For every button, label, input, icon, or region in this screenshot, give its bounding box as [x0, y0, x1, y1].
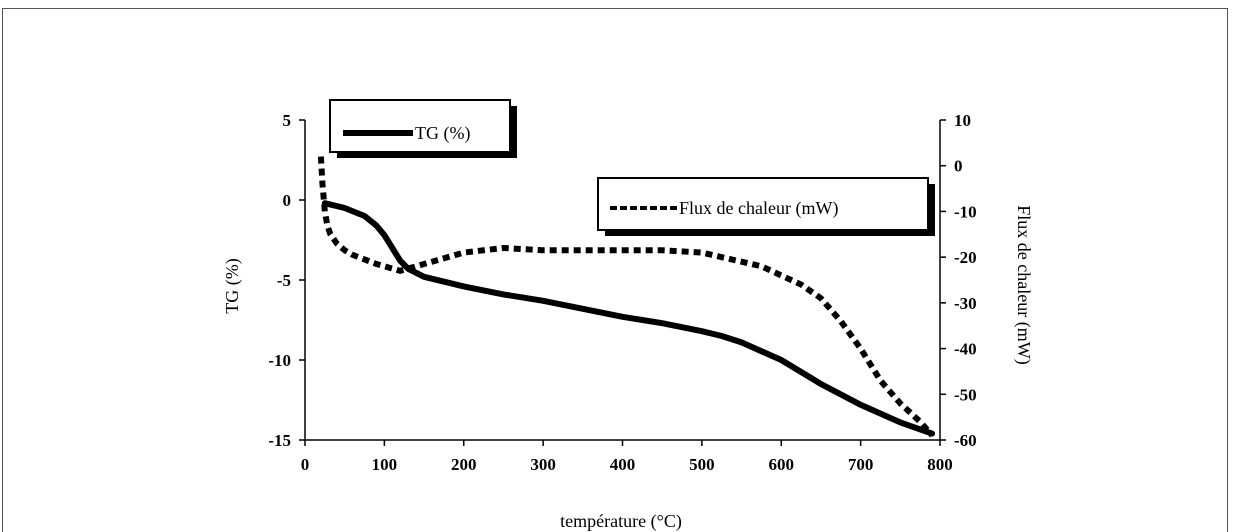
legend-flux: Flux de chaleur (mW) [597, 177, 935, 236]
legend-tg-box [329, 99, 511, 153]
x-axis-title: température (°C) [560, 511, 682, 532]
y-left-tick-label-4: -15 [268, 431, 291, 450]
y-left-tick-label-0: 5 [283, 111, 292, 130]
chart-frame [2, 8, 1228, 532]
y-right-tick-label-1: 0 [954, 157, 963, 176]
y-left-tick-label-2: -5 [277, 271, 291, 290]
y-left-tick-label-3: -10 [268, 351, 291, 370]
series-line-flux [317, 156, 935, 438]
x-tick-label-8: 800 [927, 455, 953, 474]
y-left-axis-title: TG (%) [222, 258, 243, 313]
y-right-tick-label-2: -10 [954, 202, 977, 221]
x-tick-label-0: 0 [301, 455, 310, 474]
y-left-tick-label-1: 0 [283, 191, 292, 210]
x-tick-label-4: 400 [610, 455, 636, 474]
x-tick-label-3: 300 [530, 455, 556, 474]
legend-tg-label: TG (%) [415, 123, 470, 144]
x-tick-label-1: 100 [372, 455, 398, 474]
y-right-tick-label-6: -50 [954, 385, 977, 404]
x-tick-label-6: 600 [769, 455, 795, 474]
series-line-tg [321, 200, 936, 437]
y-right-axis-title: Flux de chaleur (mW) [1013, 205, 1034, 364]
series-layer [317, 156, 936, 438]
legend-tg: TG (%) [329, 99, 517, 158]
y-right-tick-label-0: 10 [954, 111, 971, 130]
y-right-tick-label-5: -40 [954, 340, 977, 359]
x-tick-label-5: 500 [689, 455, 715, 474]
y-right-tick-label-4: -30 [954, 294, 977, 313]
y-right-tick-label-3: -20 [954, 248, 977, 267]
legend-flux-box [597, 177, 929, 231]
y-right-tick-label-7: -60 [954, 431, 977, 450]
chart-axes: 0 100 200 300 400 500 600 700 80050-5-10-15100-1… [268, 111, 976, 474]
x-tick-label-7: 700 [848, 455, 874, 474]
x-tick-label-2: 200 [451, 455, 477, 474]
legend-flux-label: Flux de chaleur (mW) [679, 198, 838, 219]
